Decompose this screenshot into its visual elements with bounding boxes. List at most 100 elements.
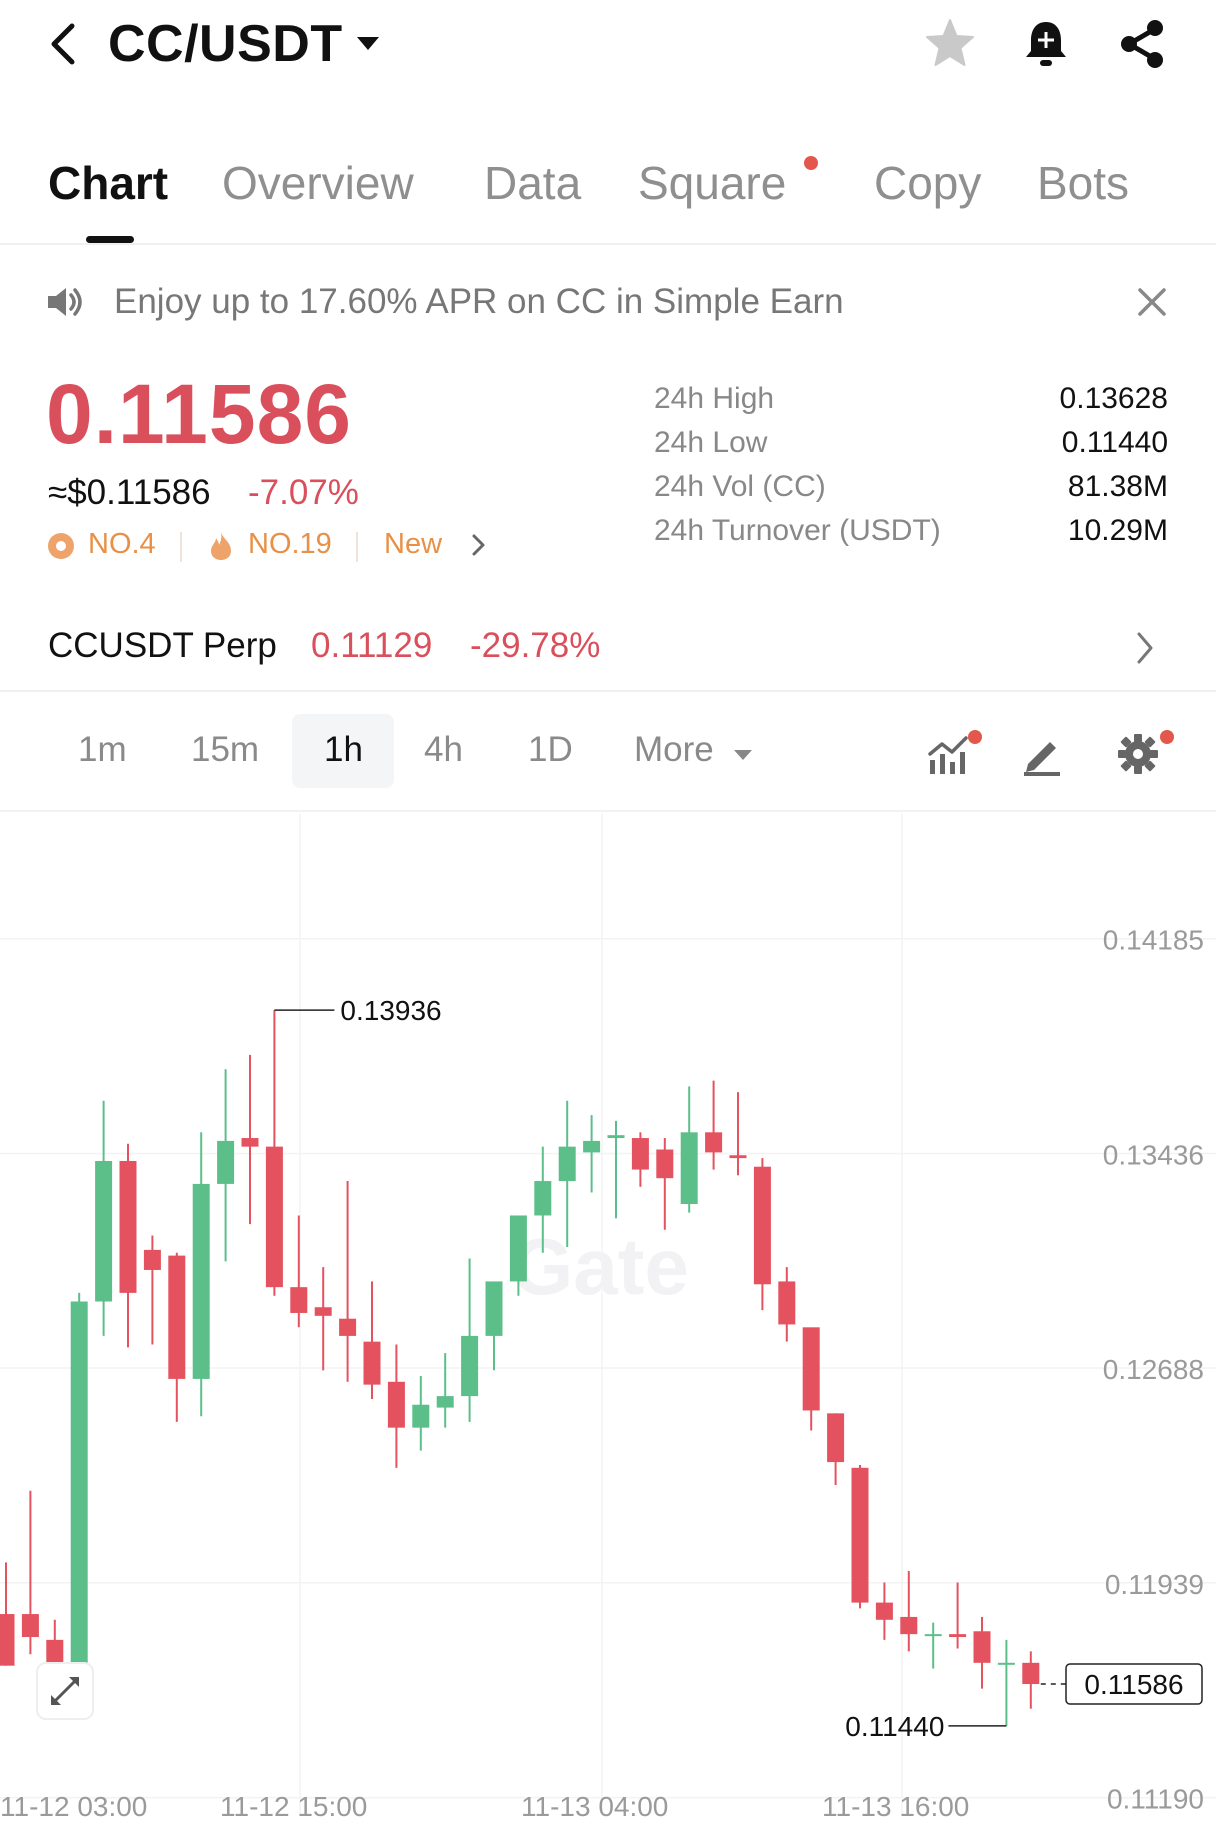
candle-body [827, 1413, 845, 1463]
candle-body [168, 1255, 186, 1379]
promo-banner[interactable]: Enjoy up to 17.60% APR on CC in Simple E… [0, 270, 1216, 340]
perp-name: CCUSDT Perp [48, 626, 277, 665]
watermark-logo: Gate [511, 1222, 689, 1311]
x-axis-tick-label: 11-12 03:00 [0, 1791, 147, 1822]
candle-body [241, 1138, 259, 1147]
perp-price: 0.11129 [311, 626, 433, 665]
top-bar: CC/USDT [0, 0, 1216, 100]
interval-1m[interactable]: 1m [78, 730, 127, 769]
candle-body [705, 1132, 723, 1153]
star-icon[interactable] [922, 16, 978, 72]
tab-bots[interactable]: Bots [1037, 157, 1130, 209]
stat-value-high: 0.13628 [1059, 382, 1168, 415]
candle-body [631, 1138, 649, 1170]
chevron-down-icon[interactable] [355, 34, 381, 52]
high-price-label: 0.13936 [340, 995, 441, 1026]
candle-body [656, 1149, 674, 1179]
candle-body [314, 1307, 332, 1316]
rank-badge-1[interactable]: NO.4 [88, 528, 156, 560]
chart-canvas[interactable]: Gate 0.14185 0.13436 0.12688 0.11939 0.11190… [0, 814, 1216, 1832]
chevron-right-icon[interactable] [468, 532, 488, 558]
main-tabs: Chart Overview Data Square Copy Bots [0, 140, 1216, 245]
candle-body [778, 1281, 796, 1325]
stat-value-turnover: 10.29M [1067, 514, 1168, 547]
candlestick-chart[interactable]: Gate 0.14185 0.13436 0.12688 0.11939 0.11190… [0, 814, 1216, 1832]
tab-square[interactable]: Square [638, 157, 787, 209]
chevron-down-icon[interactable] [733, 748, 753, 762]
interval-1d[interactable]: 1D [528, 730, 573, 769]
close-icon[interactable] [1132, 282, 1172, 322]
candle-body [973, 1631, 991, 1663]
x-axis-tick-label: 11-12 15:00 [220, 1791, 367, 1822]
active-tab-indicator [86, 236, 134, 243]
last-price-tag-label: 0.11586 [1084, 1669, 1183, 1700]
candle-body [583, 1140, 601, 1153]
candle-body [802, 1327, 820, 1411]
last-price-tag [1065, 1663, 1203, 1705]
interval-4h[interactable]: 4h [424, 730, 463, 769]
candle-body [900, 1616, 918, 1635]
candle-body [119, 1160, 137, 1293]
expand-chart-button[interactable] [36, 1662, 94, 1720]
stat-label-turnover: 24h Turnover (USDT) [654, 514, 941, 547]
candle-body [851, 1467, 869, 1603]
y-axis-tick-label: 0.13436 [1103, 1140, 1204, 1171]
rank-divider [356, 532, 358, 562]
y-axis-tick-label: 0.14185 [1103, 925, 1204, 956]
perp-change: -29.78% [470, 626, 601, 665]
candle-body [729, 1155, 747, 1159]
banner-text[interactable]: Enjoy up to 17.60% APR on CC in Simple E… [114, 282, 844, 321]
indicator-icon[interactable] [926, 730, 974, 778]
candle-body [534, 1181, 552, 1216]
interval-more[interactable]: More [634, 730, 714, 769]
candle-body [461, 1335, 479, 1397]
low-price-label: 0.11440 [845, 1711, 944, 1742]
candle-body [558, 1146, 576, 1182]
candle-body [949, 1634, 967, 1638]
candle-body [924, 1634, 942, 1637]
y-axis-tick-label: 0.12688 [1103, 1354, 1204, 1385]
tab-chart[interactable]: Chart [48, 157, 169, 209]
settings-notification-dot [1160, 730, 1174, 744]
indicator-notification-dot [968, 730, 982, 744]
interval-bar: 1m 15m 1h 4h 1D More [0, 700, 1216, 812]
interval-1h[interactable]: 1h [324, 730, 363, 769]
bell-plus-icon[interactable] [1018, 16, 1074, 72]
stat-label-vol: 24h Vol (CC) [654, 470, 826, 503]
speaker-icon [48, 288, 82, 316]
stat-label-low: 24h Low [654, 426, 768, 459]
rank-badge-2[interactable]: NO.19 [248, 528, 332, 560]
interval-15m[interactable]: 15m [191, 730, 260, 769]
candle-body [997, 1662, 1015, 1665]
candle-body [21, 1614, 39, 1638]
chevron-right-icon[interactable] [1132, 628, 1158, 668]
stat-value-low: 0.11440 [1061, 426, 1168, 459]
candle-body [143, 1249, 161, 1270]
candle-body [339, 1318, 357, 1336]
back-arrow-icon[interactable] [44, 22, 84, 66]
new-badge[interactable]: New [384, 528, 443, 560]
draw-pencil-icon[interactable] [1018, 730, 1066, 778]
perp-row[interactable]: CCUSDT Perp 0.11129 -29.78% [0, 612, 1216, 692]
candle-body [509, 1215, 527, 1282]
candle-body [387, 1381, 405, 1428]
tab-square-notification-dot [804, 156, 818, 170]
candle-body [875, 1602, 893, 1620]
share-icon[interactable] [1114, 16, 1170, 72]
candle-body [436, 1396, 454, 1408]
candle-body [0, 1614, 15, 1666]
y-axis-tick-label: 0.11190 [1107, 1784, 1204, 1815]
active-interval-highlight [292, 714, 394, 788]
x-axis-tick-label: 11-13 04:00 [521, 1791, 668, 1822]
tab-copy[interactable]: Copy [874, 157, 982, 209]
tab-data[interactable]: Data [484, 157, 582, 209]
candle-body [412, 1404, 430, 1428]
candle-body [70, 1301, 88, 1698]
settings-gear-icon[interactable] [1114, 730, 1162, 778]
candle-body [363, 1341, 381, 1385]
candle-body [1022, 1662, 1040, 1685]
x-axis-tick-label: 11-13 16:00 [822, 1791, 969, 1822]
tab-overview[interactable]: Overview [222, 157, 414, 209]
stat-label-high: 24h High [654, 382, 775, 415]
pair-title[interactable]: CC/USDT [108, 15, 343, 73]
